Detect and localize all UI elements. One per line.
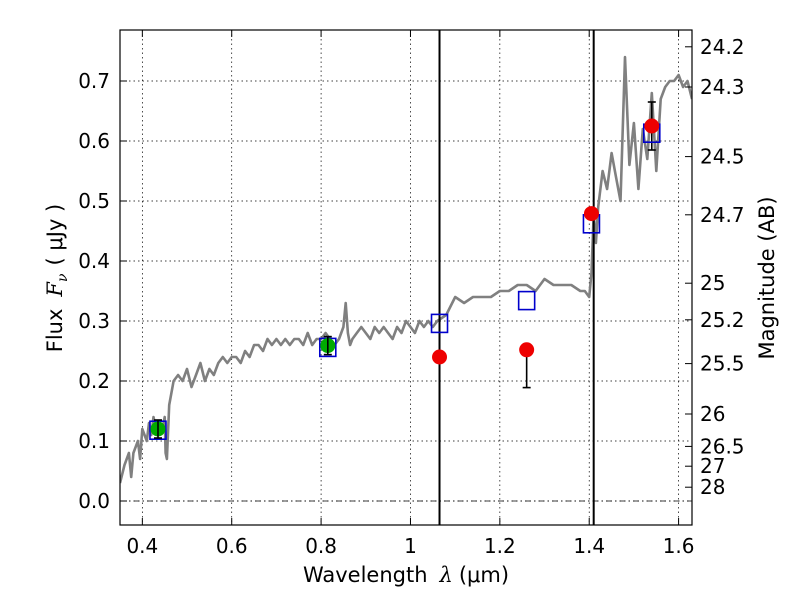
model-square-marker	[517, 290, 536, 311]
x-tick-label: 0.8	[305, 534, 337, 558]
y2-tick-label: 24.3	[700, 75, 745, 99]
plot-frame	[119, 29, 693, 526]
tick-marks	[120, 30, 692, 525]
y-axis-label: FluxFν( μJy )	[43, 204, 71, 352]
y-tick-label: 0.6	[78, 129, 110, 153]
y2-tick-label: 26.5	[700, 434, 745, 458]
y-tick-label: 0.7	[78, 69, 110, 93]
y-tick-label: 0.3	[78, 309, 110, 333]
y2-tick-label: 24.7	[700, 203, 745, 227]
y-tick-label: 0.4	[78, 249, 110, 273]
y-tick-label: 0.2	[78, 369, 110, 393]
x-axis-label: Wavelength λ (μm)	[303, 563, 509, 587]
x-tick-label: 1	[404, 534, 417, 558]
y2-tick-label: 26	[700, 402, 725, 426]
plot-layer	[120, 30, 692, 525]
x-tick-label: 1.4	[573, 534, 605, 558]
y2-tick-label: 25	[700, 271, 725, 295]
red-point	[432, 349, 448, 365]
x-tick-label: 1.6	[663, 534, 695, 558]
tick-labels: 0.4 0.6 0.8 1 1.2 1.4 1.6 0.0 0.1 0.2 0.3 0.4 0.5 0.6…	[78, 35, 744, 558]
grid-lines	[120, 30, 692, 525]
y-tick-label: 0.0	[78, 489, 110, 513]
red-point	[519, 342, 535, 358]
y-tick-label: 0.5	[78, 189, 110, 213]
red-point	[644, 118, 660, 134]
x-tick-label: 1.2	[484, 534, 516, 558]
x-tick-label: 0.4	[126, 534, 158, 558]
y2-tick-label: 27	[700, 454, 725, 478]
red-point	[583, 206, 599, 222]
y2-tick-label: 25.2	[700, 308, 745, 332]
y2-tick-label: 24.5	[700, 145, 745, 169]
model-square-marker	[430, 313, 449, 334]
plot-area	[120, 30, 692, 525]
y2-axis-label: Magnitude (AB)	[755, 196, 779, 359]
spectrum-line	[120, 55, 692, 484]
x-tick-label: 0.6	[216, 534, 248, 558]
y2-tick-label: 24.2	[700, 35, 745, 59]
y-tick-label: 0.1	[78, 429, 110, 453]
y2-tick-label: 28	[700, 475, 725, 499]
y2-tick-label: 25.5	[700, 352, 745, 376]
